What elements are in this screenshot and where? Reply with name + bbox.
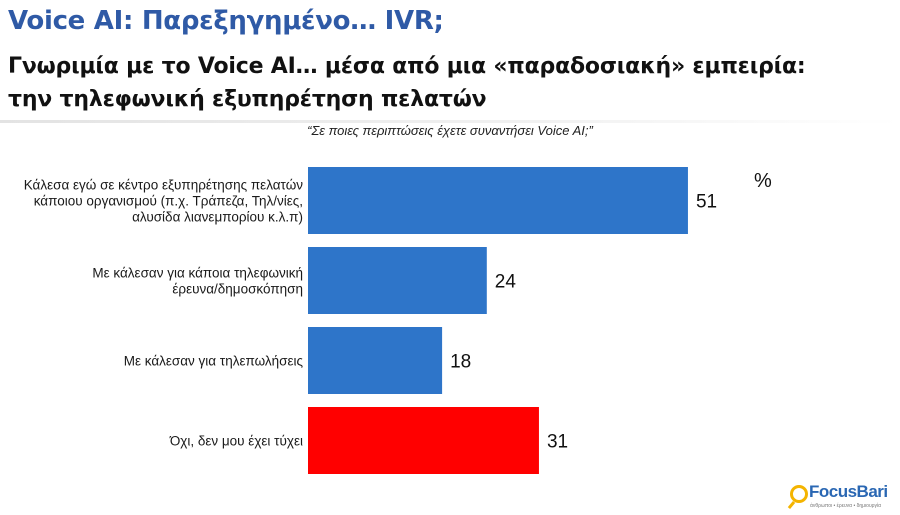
survey-question: “Σε ποιες περιπτώσεις έχετε συναντήσει V… <box>307 123 593 138</box>
page-subtitle: Γνωριμία με το Voice AI… μέσα από μια «π… <box>8 50 806 116</box>
category-label-2: Με κάλεσαν για κάποια τηλεφωνική έρευνα/δ… <box>92 266 303 297</box>
bar-2 <box>308 247 487 314</box>
category-label-4: Όχι, δεν μου έχει τύχει <box>169 434 303 449</box>
subtitle-line-1: Γνωριμία με το Voice AI… μέσα από μια «π… <box>8 54 806 79</box>
bar-3 <box>308 327 443 394</box>
page-title: Voice AI: Παρεξηγημένο… IVR; <box>8 6 444 36</box>
logo-tagline: άνθρωποι • έρευνα • δημιουργία <box>810 503 882 509</box>
header-divider <box>0 120 900 123</box>
value-label-2: 24 <box>495 272 517 293</box>
value-label-4: 31 <box>547 432 568 453</box>
logo-wordmark: FocusBari <box>809 482 888 501</box>
category-label-3: Με κάλεσαν για τηλεπωλήσεις <box>124 354 304 369</box>
bar-chart: 51 Κάλεσα εγώ σε κέντρο εξυπηρέτησης πελα… <box>24 167 717 474</box>
value-label-1: 51 <box>696 192 717 213</box>
category-label-1: Κάλεσα εγώ σε κέντρο εξυπηρέτησης πελατώ… <box>24 178 304 225</box>
focusbari-logo: FocusBari άνθρωποι • έρευνα • δημιουργία <box>787 482 898 512</box>
subtitle-line-2: την τηλεφωνική εξυπηρέτηση πελατών <box>8 87 487 112</box>
unit-label: % <box>754 170 772 192</box>
bar-1 <box>308 167 688 234</box>
bar-4 <box>308 407 539 474</box>
magnifier-icon <box>790 485 808 503</box>
value-label-3: 18 <box>450 352 471 373</box>
